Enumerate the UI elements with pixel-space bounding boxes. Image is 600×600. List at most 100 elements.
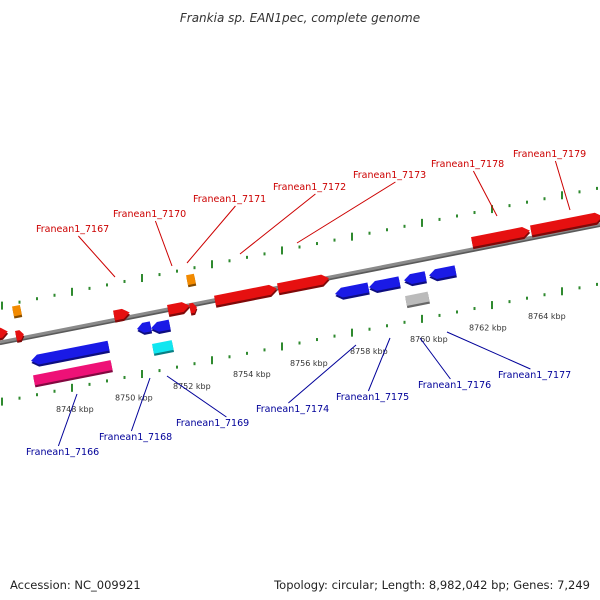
top-track-dot [561, 191, 563, 200]
forward-gene [0, 327, 9, 342]
bottom-track-dot [263, 348, 266, 352]
top-track-dot [281, 246, 283, 255]
top-track-dot [298, 245, 301, 249]
forward-gene-body [214, 284, 277, 306]
reverse-gene [404, 271, 427, 287]
top-track-dot [53, 293, 56, 297]
reverse-gene [335, 282, 370, 300]
bottom-track-dot [53, 389, 56, 393]
label-leader-top [239, 193, 316, 255]
bottom-track-dot [491, 301, 493, 310]
label-leader-top [154, 220, 173, 267]
top-track-dot [316, 242, 318, 246]
forward-gene-body [471, 227, 530, 247]
gene-label-top: Franean1_7178 [431, 159, 504, 170]
bottom-track-dot [456, 310, 458, 314]
map-title: Frankia sp. EAN1pec, complete genome [180, 11, 420, 25]
gene-features [0, 212, 600, 388]
top-track-dot [71, 287, 73, 296]
bottom-track-dot [596, 282, 598, 286]
bottom-track-dot [18, 396, 21, 400]
gene-label-bottom: Franean1_7169 [176, 418, 249, 429]
tick-label: 8750 kbp [115, 393, 153, 402]
bottom-track-dot [403, 320, 406, 324]
forward-gene [167, 302, 191, 317]
reverse-gene-body [369, 276, 401, 291]
reverse-gene-body [137, 321, 152, 333]
bottom-track-dot [351, 328, 353, 337]
forward-gene [15, 330, 25, 343]
bottom-track-dot [228, 355, 231, 359]
label-leader-bottom [288, 344, 357, 404]
forward-gene [189, 302, 198, 316]
bottom-track-dot [578, 286, 581, 290]
top-track-dot [18, 300, 21, 304]
top-track-dot [228, 259, 231, 263]
rna-feature [33, 360, 113, 388]
label-leader-top [78, 235, 116, 278]
gene-label-bottom: Franean1_7168 [99, 432, 172, 443]
forward-gene-body [15, 330, 24, 341]
misc-feature [12, 304, 23, 319]
forward-gene [113, 308, 131, 323]
bottom-track-dot [508, 300, 511, 304]
gene-label-top: Franean1_7172 [273, 182, 346, 193]
tick-label: 8760 kbp [410, 335, 448, 344]
label-leader-bottom [57, 393, 78, 447]
top-track-dot [438, 217, 441, 221]
bottom-track-dot [88, 382, 91, 386]
rna-feature-body [33, 360, 113, 386]
top-track-dot [193, 266, 196, 270]
bottom-track-dot [368, 327, 371, 331]
top-track-dot [123, 279, 126, 283]
reverse-gene-body [31, 340, 110, 365]
genome-summary: Topology: circular; Length: 8,982,042 bp… [274, 578, 590, 592]
tick-label: 8758 kbp [350, 347, 388, 356]
top-track-dot [508, 204, 511, 208]
label-leader-bottom [446, 331, 531, 370]
bottom-track-dot [543, 293, 546, 297]
bottom-track-dot [473, 307, 476, 311]
top-dotted-track [1, 186, 598, 310]
rna-feature [152, 340, 175, 356]
gene-label-bottom: Franean1_7166 [26, 447, 99, 458]
bottom-track-dot [141, 370, 143, 379]
misc-feature-body [12, 304, 22, 317]
bottom-track-dot [71, 383, 73, 392]
top-track-dot [491, 205, 493, 214]
tick-label: 8754 kbp [233, 370, 271, 379]
tick-label: 8764 kbp [528, 312, 566, 321]
label-leader-bottom [367, 337, 391, 392]
top-track-dot [106, 283, 108, 287]
top-track-dot [351, 232, 353, 241]
forward-gene [471, 227, 531, 250]
accession-label: Accession: NC_009921 [10, 578, 141, 592]
bottom-track-dot [246, 351, 248, 355]
forward-gene-body [277, 274, 330, 294]
top-track-dot [421, 218, 423, 227]
bottom-track-dot [438, 313, 441, 317]
bottom-track-dot [176, 365, 178, 369]
top-track-dot [456, 214, 458, 218]
top-track-dot [158, 273, 161, 277]
reverse-gene-body [151, 319, 171, 332]
tick-label: 8748 kbp [56, 405, 94, 414]
top-track-dot [36, 297, 38, 301]
top-track-dot [596, 186, 598, 190]
gene-labels: Franean1_7167 Franean1_7170 Franean1_7171 F… [26, 149, 586, 458]
bottom-track-dot [526, 296, 528, 300]
tick-label: 8762 kbp [469, 324, 507, 333]
bottom-track-dot [193, 362, 196, 366]
misc-feature [405, 291, 430, 309]
top-track-dot [88, 286, 91, 290]
bottom-track-dot [1, 397, 3, 406]
forward-gene [277, 274, 330, 296]
top-track-dot [176, 269, 178, 273]
bottom-track-dot [316, 338, 318, 342]
top-track-dot [526, 200, 528, 204]
bottom-track-dot [333, 334, 336, 338]
forward-gene-body [167, 302, 190, 315]
top-track-dot [1, 301, 3, 310]
reverse-gene [151, 319, 172, 334]
